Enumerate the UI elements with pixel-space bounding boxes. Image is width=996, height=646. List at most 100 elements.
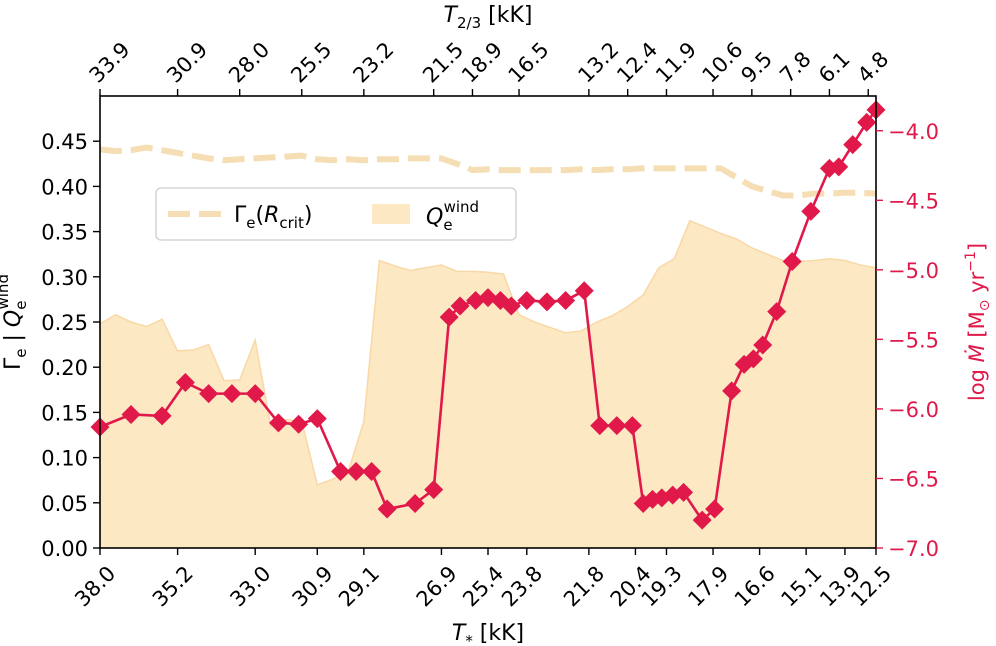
mdot-point (501, 296, 521, 316)
legend-qwind-label: Qewind (426, 198, 479, 234)
bottom-tick-label: 15.1 (776, 561, 826, 611)
mdot-point (622, 416, 642, 436)
top-tick-label: 12.4 (612, 37, 662, 87)
top-tick-label: 13.2 (573, 37, 623, 87)
mdot-point (346, 462, 366, 482)
mdot-point (801, 201, 821, 221)
mdot-point (767, 302, 787, 322)
mdot-point (424, 480, 444, 500)
mdot-point (590, 416, 610, 436)
bottom-tick-label: 16.6 (730, 561, 780, 611)
left-tick-label: 0.20 (41, 356, 88, 380)
mdot-point (478, 288, 498, 308)
top-tick-label: 16.5 (504, 37, 554, 87)
left-axis-label: Γe | Qewind (0, 274, 30, 370)
mdot-point (782, 252, 802, 272)
right-tick-label: −4.0 (888, 120, 939, 144)
bottom-tick-label: 26.9 (412, 561, 462, 611)
mdot-point (450, 296, 470, 316)
top-tick-label: 21.5 (418, 37, 468, 87)
mdot-point (175, 372, 195, 392)
mdot-point (843, 135, 863, 155)
mdot-point (857, 112, 877, 132)
bottom-tick-label: 33.0 (225, 561, 275, 611)
left-tick-label: 0.35 (41, 221, 88, 245)
mdot-point (331, 462, 351, 482)
mdot-point (517, 290, 537, 310)
mdot-point (152, 406, 172, 426)
series-gamma-line (100, 144, 876, 199)
mdot-point (722, 381, 742, 401)
right-axis-label: log Ṁ [M⊙ yr−1] (963, 243, 993, 401)
bottom-tick-label: 23.8 (497, 561, 547, 611)
left-tick-label: 0.10 (41, 447, 88, 471)
top-axis-ticks: 33.9 30.9 28.0 25.5 23.2 21.518.916.5 13.212.4… (85, 37, 894, 96)
right-tick-label: −6.0 (888, 398, 939, 422)
left-tick-label: 0.15 (41, 401, 88, 425)
right-tick-label: −7.0 (888, 537, 939, 561)
mdot-point (405, 493, 425, 513)
mdot-point (466, 290, 486, 310)
right-tick-label: −6.5 (888, 467, 939, 491)
legend-gamma-label: Γe(Rcrit) (234, 203, 312, 232)
mdot-point (222, 384, 242, 404)
mdot-point (377, 499, 397, 519)
bottom-tick-label: 30.9 (288, 561, 338, 611)
mdot-point (199, 384, 219, 404)
bottom-tick-label: 35.2 (148, 561, 198, 611)
bottom-axis-ticks: 38.0 35.2 33.0 30.929.1 26.925.423.8 21.820.4… (70, 548, 896, 611)
top-tick-label: 6.1 (814, 47, 855, 88)
top-tick-label: 7.8 (775, 47, 816, 88)
mdot-point (753, 335, 773, 355)
bottom-tick-label: 17.9 (683, 561, 733, 611)
top-tick-label: 18.9 (457, 37, 507, 87)
left-tick-label: 0.30 (41, 266, 88, 290)
bottom-tick-label: 29.1 (334, 561, 384, 611)
legend: Γe(Rcrit) Qewind (155, 187, 517, 241)
series-qwind-area (100, 219, 876, 548)
mdot-point (121, 404, 141, 424)
bottom-tick-label: 25.4 (458, 561, 508, 611)
mdot-point (829, 157, 849, 177)
right-tick-label: −5.5 (888, 328, 939, 352)
left-tick-label: 0.45 (41, 130, 88, 154)
mdot-point (692, 510, 712, 530)
mdot-point (674, 482, 694, 502)
top-tick-label: 23.2 (348, 37, 398, 87)
left-axis-ticks: 0.00 0.05 0.10 0.15 0.20 0.25 0.30 0.35 0.40 0.45 (41, 130, 100, 561)
right-axis-ticks: −4.0 −4.5 −5.0 −5.5 −6.0 −6.5 −7.0 (876, 120, 939, 561)
mdot-point (362, 462, 382, 482)
left-tick-label: 0.05 (41, 492, 88, 516)
left-tick-label: 0.40 (41, 175, 88, 199)
mdot-point (307, 409, 327, 429)
legend-qwind-swatch (372, 204, 410, 224)
top-tick-label: 4.8 (853, 47, 894, 88)
top-tick-label: 10.6 (698, 37, 748, 87)
mdot-point (268, 413, 288, 433)
mdot-point (705, 499, 725, 519)
left-tick-label: 0.00 (41, 537, 88, 561)
mdot-point (556, 290, 576, 310)
top-tick-label: 28.0 (224, 37, 274, 87)
left-tick-label: 0.25 (41, 311, 88, 335)
top-tick-label: 25.5 (286, 37, 336, 87)
right-tick-label: −5.0 (888, 259, 939, 283)
mdot-point (289, 414, 309, 434)
mdot-point (574, 281, 594, 301)
bottom-axis-label: T* [kK] (452, 621, 524, 646)
bottom-tick-label: 21.8 (559, 561, 609, 611)
top-tick-label: 11.9 (651, 37, 701, 87)
legend-box (155, 187, 517, 241)
mdot-point (439, 307, 459, 327)
mdot-point (537, 292, 557, 312)
mdot-point (245, 384, 265, 404)
top-tick-label: 30.9 (162, 37, 212, 87)
mdot-point (607, 416, 627, 436)
bottom-tick-label: 38.0 (70, 561, 120, 611)
right-tick-label: −4.5 (888, 189, 939, 213)
plot-area (90, 95, 886, 549)
mdot-point (743, 349, 763, 369)
top-tick-label: 33.9 (85, 37, 135, 87)
top-axis-label: T2/3 [kK] (444, 3, 533, 32)
